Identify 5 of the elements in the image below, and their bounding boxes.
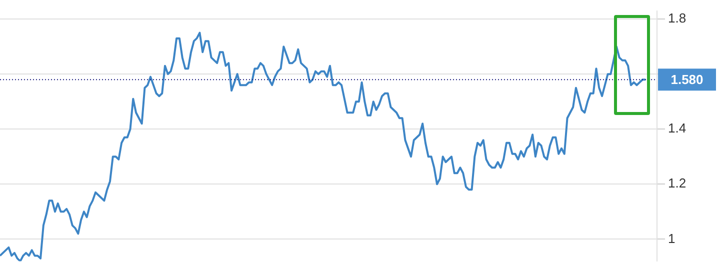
y-tick-label: 1.8	[668, 10, 686, 26]
ref-line-label: 1.580	[670, 72, 704, 88]
y-tick-label: 1	[668, 230, 676, 246]
y-tick-label: 1.2	[668, 176, 686, 191]
y-tick-label: 1.4	[668, 120, 686, 136]
